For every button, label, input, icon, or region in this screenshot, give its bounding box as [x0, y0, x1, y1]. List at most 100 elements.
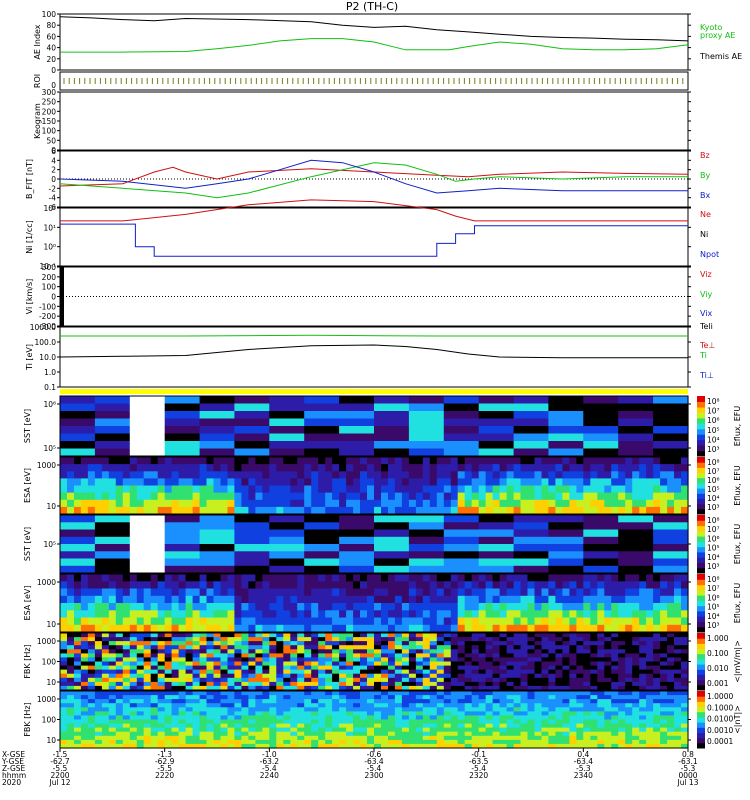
spectrogram-cell: [674, 699, 682, 704]
spectrogram-cell: [325, 645, 333, 650]
spectrogram-cell: [660, 685, 668, 691]
time-tick-x: -1.0: [262, 750, 277, 759]
spectrogram-cell: [450, 691, 459, 696]
spectrogram-cell: [164, 411, 201, 420]
spectrogram-cell: [394, 723, 403, 729]
spectrogram-cell: [625, 633, 633, 638]
spectrogram-cell: [185, 665, 194, 671]
spectrogram-cell: [401, 727, 410, 733]
spectrogram-cell: [597, 506, 605, 515]
spectrogram-cell: [548, 735, 556, 741]
spectrogram-cell: [513, 685, 522, 691]
spectrogram-cell: [541, 661, 550, 667]
spectrogram-cell: [311, 727, 319, 733]
spectrogram-cell: [597, 492, 605, 501]
spectrogram-cell: [381, 703, 389, 708]
spectrogram-cell: [667, 478, 675, 487]
spectrogram-cell: [450, 641, 459, 646]
spectrogram-cell: [94, 396, 131, 405]
spectrogram-cell: [562, 703, 570, 708]
spectrogram-cell: [443, 617, 452, 626]
density-ytick-label: 10⁻¹: [39, 262, 56, 271]
spectrogram-cell: [60, 735, 68, 741]
spectrogram-cell: [311, 649, 319, 654]
spectrogram-cell: [262, 727, 270, 733]
spectrogram-cell: [346, 739, 354, 745]
spectrogram-cell: [562, 673, 570, 679]
spectrogram-cell: [674, 661, 682, 667]
spectrogram-cell: [534, 661, 543, 667]
spectrogram-cell: [499, 691, 508, 696]
spectrogram-cell: [583, 558, 619, 567]
spectrogram-cell: [220, 677, 229, 683]
spectrogram-cell: [478, 588, 487, 597]
spectrogram-cell: [653, 441, 689, 450]
spectrogram-cell: [192, 669, 201, 675]
spectrogram-cell: [94, 703, 103, 708]
spectrogram-cell: [143, 649, 152, 654]
spectrogram-cell: [220, 574, 229, 582]
spectrogram-cell: [164, 433, 201, 442]
spectrogram-cell: [206, 743, 215, 749]
spectrogram-cell: [548, 457, 556, 465]
temperature-ytick-label: 0.1: [44, 383, 56, 392]
spectrogram-cell: [297, 657, 305, 663]
spectrogram-cell: [185, 723, 194, 729]
spectrogram-cell: [115, 457, 124, 465]
spectrogram-cell: [548, 464, 556, 472]
spectrogram-cell: [290, 691, 298, 696]
spectrogram-cell: [485, 665, 494, 671]
spectrogram-cell: [401, 743, 410, 749]
spectrogram-cell: [388, 588, 396, 597]
spectrogram-cell: [394, 661, 403, 667]
spectrogram-cell: [262, 617, 270, 626]
spectrogram-cell: [541, 595, 550, 604]
spectrogram-cell: [583, 669, 591, 675]
spectrogram-cell: [569, 457, 577, 465]
spectrogram-cell: [220, 703, 229, 708]
spectrogram-cell: [478, 544, 515, 552]
spectrogram-cell: [171, 707, 180, 712]
spectrogram-cell: [199, 649, 208, 654]
spectrogram-cell: [332, 715, 340, 721]
spectrogram-cell: [269, 441, 305, 450]
spectrogram-cell: [653, 544, 689, 552]
colorbar-cell: [697, 488, 705, 494]
spectrogram-cell: [262, 478, 270, 487]
spectrogram-cell: [60, 448, 96, 457]
spectrogram-cell: [506, 677, 515, 683]
spectrogram-cell: [527, 492, 536, 501]
spectrogram-cell: [206, 703, 215, 708]
spectrogram-cell: [269, 610, 277, 619]
spectrogram-cell: [422, 588, 431, 597]
spectrogram-cell: [569, 610, 577, 619]
spectrogram-cell: [674, 506, 682, 515]
spectrogram-cell: [625, 471, 633, 479]
spectrogram-cell: [178, 665, 187, 671]
ae-themis-ae-line: [59, 16, 689, 42]
spectrogram-cell: [478, 645, 487, 650]
spectrogram-cell: [122, 731, 131, 737]
spectrogram-cell: [520, 485, 529, 494]
spectrogram-cell: [255, 703, 263, 708]
spectrogram-cell: [415, 727, 424, 733]
mode-bar: [60, 389, 688, 394]
spectrogram-cell: [276, 653, 284, 659]
spectrogram-cell: [471, 677, 480, 683]
spectrogram-cell: [611, 478, 619, 487]
spectrogram-cell: [478, 610, 487, 619]
spectrogram-cell: [499, 681, 508, 687]
spectrogram-cell: [457, 499, 466, 508]
spectrogram-cell: [555, 719, 563, 725]
spectrogram-cell: [94, 657, 103, 663]
spectrogram-cell: [325, 499, 333, 508]
spectrogram-cell: [94, 499, 103, 508]
spectrogram-cell: [457, 723, 466, 729]
spectrogram-cell: [192, 735, 201, 741]
spectrogram-cell: [499, 603, 508, 611]
spectrogram-cell: [178, 581, 187, 590]
spectrogram-cell: [227, 645, 236, 650]
spectrogram-cell: [67, 711, 75, 717]
time-tick-hhmm: 2220: [155, 771, 174, 780]
spectrogram-cell: [157, 617, 166, 626]
